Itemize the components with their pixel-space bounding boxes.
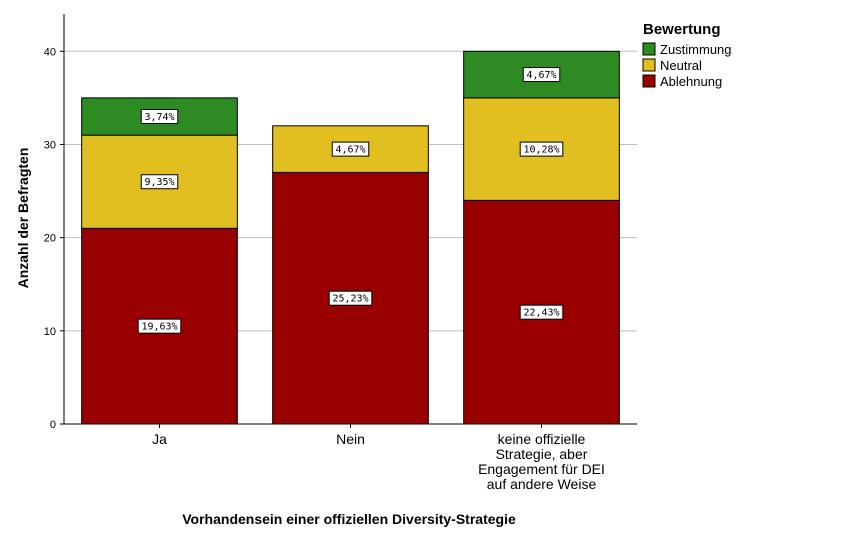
legend-title: Bewertung [643, 21, 721, 38]
data-label-ablehnung-1: 19,63% [141, 322, 177, 333]
bar-zustimmung-1 [81, 97, 238, 136]
data-label-neutral-3: 10,28% [523, 145, 559, 156]
data-label-box-ablehnung-2 [328, 290, 373, 306]
y-tick-label-40: 40 [44, 46, 56, 58]
data-label-box-zustimmung-3 [522, 67, 561, 83]
y-tick-label-30: 30 [44, 139, 56, 151]
legend-swatch-neutral [642, 58, 656, 72]
data-label-box-ablehnung-3 [519, 304, 564, 320]
legend-label-neutral: Neutral [660, 58, 702, 73]
data-label-box-neutral-1 [140, 174, 179, 190]
legend-swatch-zustimmung [642, 42, 656, 56]
data-label-neutral-2: 4,67% [335, 145, 365, 156]
legend-label-ablehnung: Ablehnung [660, 74, 722, 89]
legend-swatch-ablehnung [642, 74, 656, 88]
data-label-neutral-1: 9,35% [144, 177, 174, 188]
x-tick-label-1: Ja [152, 431, 167, 447]
x-axis-title: Vorhandensein einer offiziellen Diversit… [182, 511, 516, 527]
y-tick-label-10: 10 [44, 326, 56, 338]
x-tick-label-3: keine offizielle Strategie, aber Engagemen… [478, 431, 605, 492]
data-labels: 19,63% 9,35% 3,74% 25,23% 4,67% 22,43% 10,28% 4… [137, 67, 564, 334]
data-label-box-zustimmung-1 [140, 109, 179, 124]
y-tick-label-20: 20 [44, 233, 56, 245]
data-label-box-neutral-3 [519, 141, 564, 157]
x-tick-label-2: Nein [336, 431, 365, 447]
y-tick-label-0: 0 [50, 419, 56, 431]
data-label-zustimmung-1: 3,74% [144, 112, 174, 123]
data-label-ablehnung-3: 22,43% [523, 308, 559, 319]
axes: 0 10 20 30 40 Ja Nein keine offizielle Strategie… [44, 14, 637, 492]
y-axis-title: Anzahl der Befragten [15, 148, 31, 289]
data-label-ablehnung-2: 25,23% [332, 294, 368, 305]
legend-label-zustimmung: Zustimmung [660, 42, 732, 57]
data-label-box-neutral-2 [331, 141, 370, 157]
data-label-zustimmung-3: 4,67% [526, 70, 556, 81]
bars [81, 50, 620, 425]
data-label-box-ablehnung-1 [137, 318, 182, 334]
